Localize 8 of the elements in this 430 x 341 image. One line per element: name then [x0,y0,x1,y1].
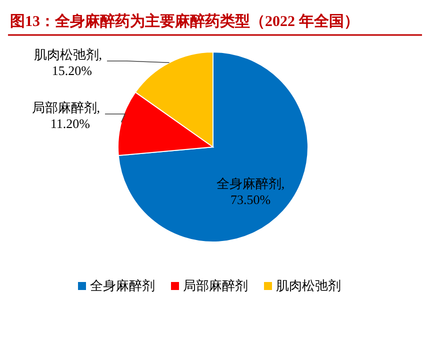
legend-label: 肌肉松弛剂 [276,278,341,293]
data-label: 全身麻醉剂, 73.50% [216,176,285,208]
data-label: 肌肉松弛剂, 15.20% [34,47,102,78]
pie-slice [118,52,308,242]
chart-title: 图13：全身麻醉药为主要麻醉药类型（2022 年全国） [10,12,359,30]
legend-label: 全身麻醉剂 [90,278,155,293]
legend-label: 局部麻醉剂 [183,278,248,293]
data-label: 局部麻醉剂, 11.20% [32,100,100,131]
